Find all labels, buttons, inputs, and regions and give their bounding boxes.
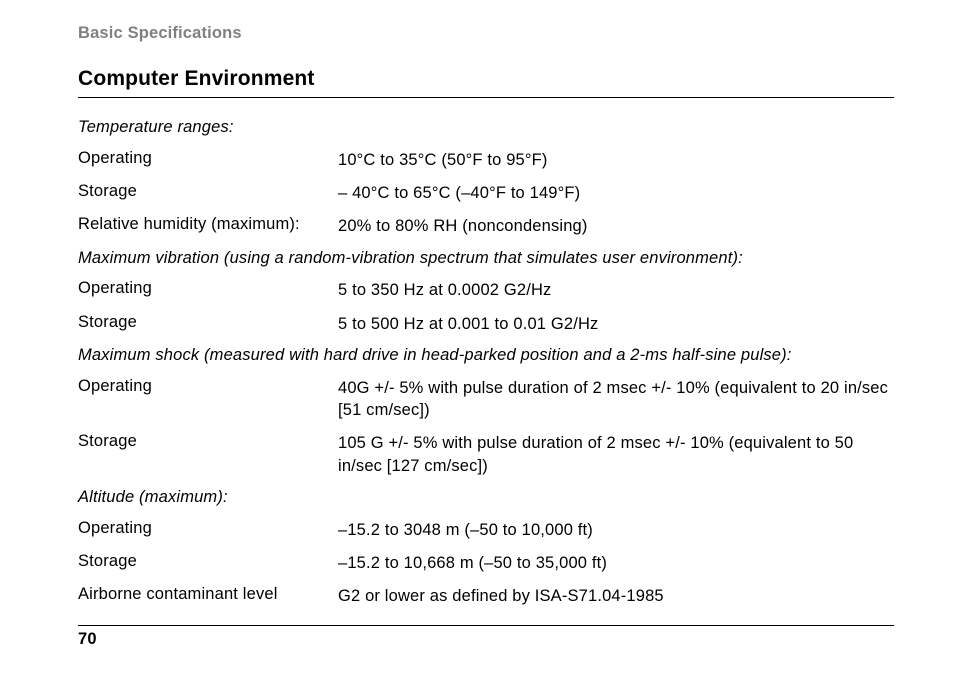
section-title: Computer Environment xyxy=(78,67,894,98)
spec-value: – 40°C to 65°C (–40°F to 149°F) xyxy=(338,182,894,204)
subhead-vibration: Maximum vibration (using a random-vibrat… xyxy=(78,243,894,274)
spec-label: Relative humidity (maximum): xyxy=(78,215,338,234)
spec-value: 20% to 80% RH (noncondensing) xyxy=(338,215,894,237)
table-row: Operating 5 to 350 Hz at 0.0002 G2/Hz xyxy=(78,274,894,307)
breadcrumb: Basic Specifications xyxy=(78,24,894,43)
table-row: Relative humidity (maximum): 20% to 80% … xyxy=(78,210,894,243)
spec-label: Operating xyxy=(78,519,338,538)
table-row: Storage –15.2 to 10,668 m (–50 to 35,000… xyxy=(78,547,894,580)
spec-value: G2 or lower as defined by ISA-S71.04-198… xyxy=(338,585,894,607)
table-row: Airborne contaminant level G2 or lower a… xyxy=(78,580,894,613)
spec-label: Storage xyxy=(78,313,338,332)
spec-value: 5 to 350 Hz at 0.0002 G2/Hz xyxy=(338,279,894,301)
page-number: 70 xyxy=(78,625,894,649)
spec-value: 105 G +/- 5% with pulse duration of 2 ms… xyxy=(338,432,894,477)
spec-value: –15.2 to 3048 m (–50 to 10,000 ft) xyxy=(338,519,894,541)
table-row: Storage – 40°C to 65°C (–40°F to 149°F) xyxy=(78,176,894,209)
spec-label: Storage xyxy=(78,432,338,451)
spec-label: Storage xyxy=(78,552,338,571)
subhead-temperature: Temperature ranges: xyxy=(78,112,894,143)
spec-label: Operating xyxy=(78,149,338,168)
subhead-altitude: Altitude (maximum): xyxy=(78,482,894,513)
spec-table: Temperature ranges: Operating 10°C to 35… xyxy=(78,112,894,613)
spec-value: –15.2 to 10,668 m (–50 to 35,000 ft) xyxy=(338,552,894,574)
spec-label: Operating xyxy=(78,279,338,298)
table-row: Operating 10°C to 35°C (50°F to 95°F) xyxy=(78,143,894,176)
spec-value: 5 to 500 Hz at 0.001 to 0.01 G2/Hz xyxy=(338,313,894,335)
spec-value: 40G +/- 5% with pulse duration of 2 msec… xyxy=(338,377,894,422)
table-row: Operating –15.2 to 3048 m (–50 to 10,000… xyxy=(78,513,894,546)
spec-value: 10°C to 35°C (50°F to 95°F) xyxy=(338,149,894,171)
spec-label: Operating xyxy=(78,377,338,396)
table-row: Storage 5 to 500 Hz at 0.001 to 0.01 G2/… xyxy=(78,307,894,340)
spec-label: Airborne contaminant level xyxy=(78,585,338,604)
table-row: Operating 40G +/- 5% with pulse duration… xyxy=(78,371,894,427)
spec-label: Storage xyxy=(78,182,338,201)
table-row: Storage 105 G +/- 5% with pulse duration… xyxy=(78,427,894,483)
subhead-shock: Maximum shock (measured with hard drive … xyxy=(78,340,894,371)
